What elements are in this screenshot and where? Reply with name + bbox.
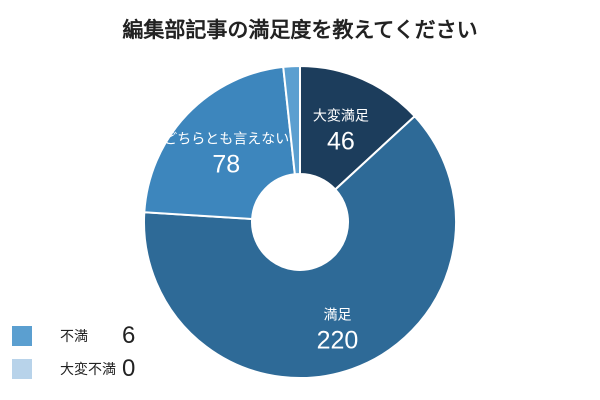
legend-swatch-very-dissatisfied <box>12 359 32 379</box>
legend-label-very-dissatisfied: 大変不満 <box>60 362 116 378</box>
slice-label-satisfied: 満足 <box>323 308 351 324</box>
legend-item-dissatisfied: 不満 6 <box>12 322 136 349</box>
legend-label-dissatisfied: 不満 <box>60 329 88 345</box>
chart-title: 編集部記事の満足度を教えてください <box>122 18 478 42</box>
slice-value-neutral: 78 <box>212 151 240 179</box>
slice-label-neutral: どちらとも言えない <box>163 132 289 148</box>
slice-label-very-satisfied: 大変満足 <box>313 108 369 125</box>
slice-value-very-satisfied: 46 <box>327 128 355 156</box>
slice-satisfied <box>143 114 457 379</box>
legend-swatch-dissatisfied <box>12 326 32 346</box>
legend-item-very-dissatisfied: 大変不満 0 <box>12 355 136 382</box>
slice-neutral <box>143 65 296 221</box>
slice-dissatisfied <box>282 64 301 176</box>
slice-very-satisfied <box>299 64 417 191</box>
legend-value-dissatisfied: 6 <box>122 322 136 349</box>
slice-value-satisfied: 220 <box>317 327 359 355</box>
legend-value-very-dissatisfied: 0 <box>122 355 136 382</box>
